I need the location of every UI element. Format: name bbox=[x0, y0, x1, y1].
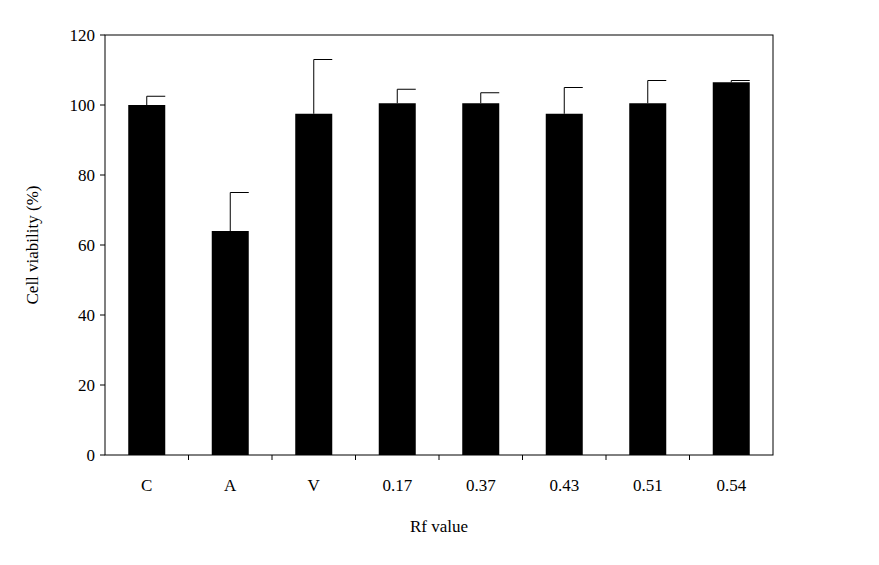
bar bbox=[212, 231, 249, 455]
y-tick-label: 20 bbox=[78, 376, 95, 395]
error-line bbox=[397, 89, 398, 103]
bar bbox=[295, 114, 332, 455]
bar bbox=[713, 82, 750, 455]
error-cap bbox=[648, 80, 667, 81]
x-tick-mark bbox=[689, 455, 690, 460]
bar bbox=[128, 105, 165, 455]
y-tick bbox=[100, 105, 105, 106]
bars bbox=[128, 60, 750, 456]
bar bbox=[546, 114, 583, 455]
error-cap bbox=[564, 87, 583, 88]
error-cap bbox=[230, 192, 249, 193]
x-axis-label: Rf value bbox=[410, 517, 468, 536]
bar bbox=[379, 103, 416, 455]
error-cap bbox=[314, 59, 333, 60]
y-tick-label: 80 bbox=[78, 166, 95, 185]
x-tick-mark bbox=[522, 455, 523, 460]
y-tick-label: 60 bbox=[78, 236, 95, 255]
error-bar bbox=[731, 81, 750, 83]
x-tick-label: 0.54 bbox=[716, 476, 746, 495]
y-tick-label: 40 bbox=[78, 306, 95, 325]
error-cap bbox=[731, 80, 750, 81]
y-tick bbox=[100, 385, 105, 386]
x-tick-label: C bbox=[141, 476, 152, 495]
x-tick-label: V bbox=[308, 476, 321, 495]
error-bar bbox=[648, 81, 667, 104]
y-tick-label: 120 bbox=[70, 26, 96, 45]
error-bar bbox=[314, 60, 333, 114]
y-axis-label: Cell viability (%) bbox=[23, 186, 42, 305]
error-bar bbox=[481, 93, 500, 104]
x-tick-mark bbox=[439, 455, 440, 460]
bar bbox=[629, 103, 666, 455]
chart: 0 20 40 60 80 100 120 C A V 0.17 0.37 0.43 0.51 0.54 Rf… bbox=[0, 0, 879, 565]
error-bar bbox=[564, 88, 583, 114]
error-cap bbox=[147, 96, 166, 97]
x-tick-label: 0.17 bbox=[382, 476, 412, 495]
y-tick-label: 0 bbox=[87, 446, 96, 465]
error-bar bbox=[397, 89, 416, 103]
error-line bbox=[480, 93, 481, 104]
y-tick bbox=[100, 175, 105, 176]
error-cap bbox=[397, 89, 416, 90]
error-line bbox=[230, 193, 231, 232]
x-tick-mark bbox=[355, 455, 356, 460]
error-bar bbox=[147, 96, 166, 105]
error-cap bbox=[481, 92, 500, 93]
x-tick-mark bbox=[606, 455, 607, 460]
y-tick bbox=[100, 35, 105, 36]
error-line bbox=[146, 96, 147, 105]
x-tick-mark bbox=[272, 455, 273, 460]
y-tick-label: 100 bbox=[70, 96, 96, 115]
x-tick-label: 0.51 bbox=[633, 476, 663, 495]
x-tick-label: 0.37 bbox=[466, 476, 496, 495]
plot-frame bbox=[105, 35, 773, 455]
error-line bbox=[564, 88, 565, 114]
error-line bbox=[313, 60, 314, 114]
y-tick bbox=[100, 315, 105, 316]
y-tick bbox=[100, 455, 105, 456]
y-tick bbox=[100, 245, 105, 246]
error-bar bbox=[230, 193, 249, 232]
x-tick-label: 0.43 bbox=[549, 476, 579, 495]
x-tick-mark bbox=[188, 455, 189, 460]
bar bbox=[462, 103, 499, 455]
error-line bbox=[647, 81, 648, 104]
x-tick-label: A bbox=[224, 476, 237, 495]
